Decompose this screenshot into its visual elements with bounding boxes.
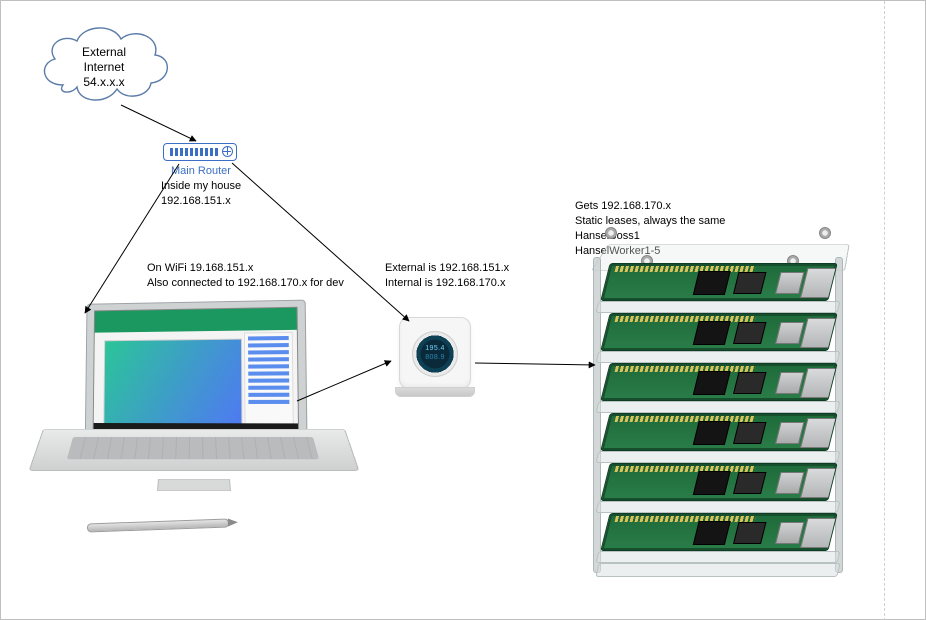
- cluster-base-plate: [595, 563, 840, 577]
- laptop-trackpad: [157, 479, 231, 491]
- acrylic-plate: [596, 351, 841, 363]
- mesh-router-caption: External is 192.168.151.x Internal is 19…: [385, 261, 509, 291]
- laptop-screen: [93, 307, 299, 432]
- acrylic-plate: [596, 551, 841, 563]
- pi-board: [600, 513, 837, 551]
- pi-board: [600, 363, 837, 401]
- mesh-router-base: [395, 387, 475, 397]
- laptop-node: [43, 301, 343, 511]
- mesh-readout-top: 195.4: [413, 345, 457, 352]
- pi-board: [600, 263, 837, 301]
- acrylic-plate: [596, 501, 841, 513]
- acrylic-plate: [596, 401, 841, 413]
- cloud-node: External Internet 54.x.x.x: [35, 19, 173, 107]
- page-guide-line: [884, 1, 885, 620]
- cloud-line-2: Internet: [35, 60, 173, 75]
- mesh-router-node: 195.4 808.9: [395, 317, 473, 397]
- edge-main_router-to-mesh_router: [232, 163, 409, 321]
- cloud-label: External Internet 54.x.x.x: [35, 45, 173, 90]
- acrylic-plate: [596, 451, 841, 463]
- screw-icon: [819, 227, 831, 239]
- router-nav-icon: [222, 146, 233, 157]
- pi-board: [600, 313, 837, 351]
- pi-cluster-node: [587, 219, 857, 589]
- cloud-line-3: 54.x.x.x: [35, 75, 173, 90]
- mesh-router-display-icon: 195.4 808.9: [412, 331, 458, 377]
- mesh-readout-bottom: 808.9: [413, 354, 457, 361]
- main-router-caption: Inside my house 192.168.151.x: [161, 179, 241, 209]
- router-ports-icon: [170, 148, 218, 156]
- main-router-node: [163, 143, 237, 161]
- pi-board: [600, 413, 837, 451]
- stylus-pen: [87, 519, 229, 533]
- edge-mesh_router-to-pi_cluster: [475, 363, 595, 365]
- acrylic-plate: [596, 301, 841, 313]
- cloud-line-1: External: [35, 45, 173, 60]
- laptop-keyboard: [67, 437, 319, 459]
- edge-cloud-to-main_router: [121, 105, 196, 141]
- laptop-caption: On WiFi 19.168.151.x Also connected to 1…: [147, 261, 344, 291]
- pi-board: [600, 463, 837, 501]
- main-router-label: Main Router: [171, 164, 231, 179]
- screw-icon: [605, 227, 617, 239]
- diagram-canvas: External Internet 54.x.x.x Main Router I…: [0, 0, 926, 620]
